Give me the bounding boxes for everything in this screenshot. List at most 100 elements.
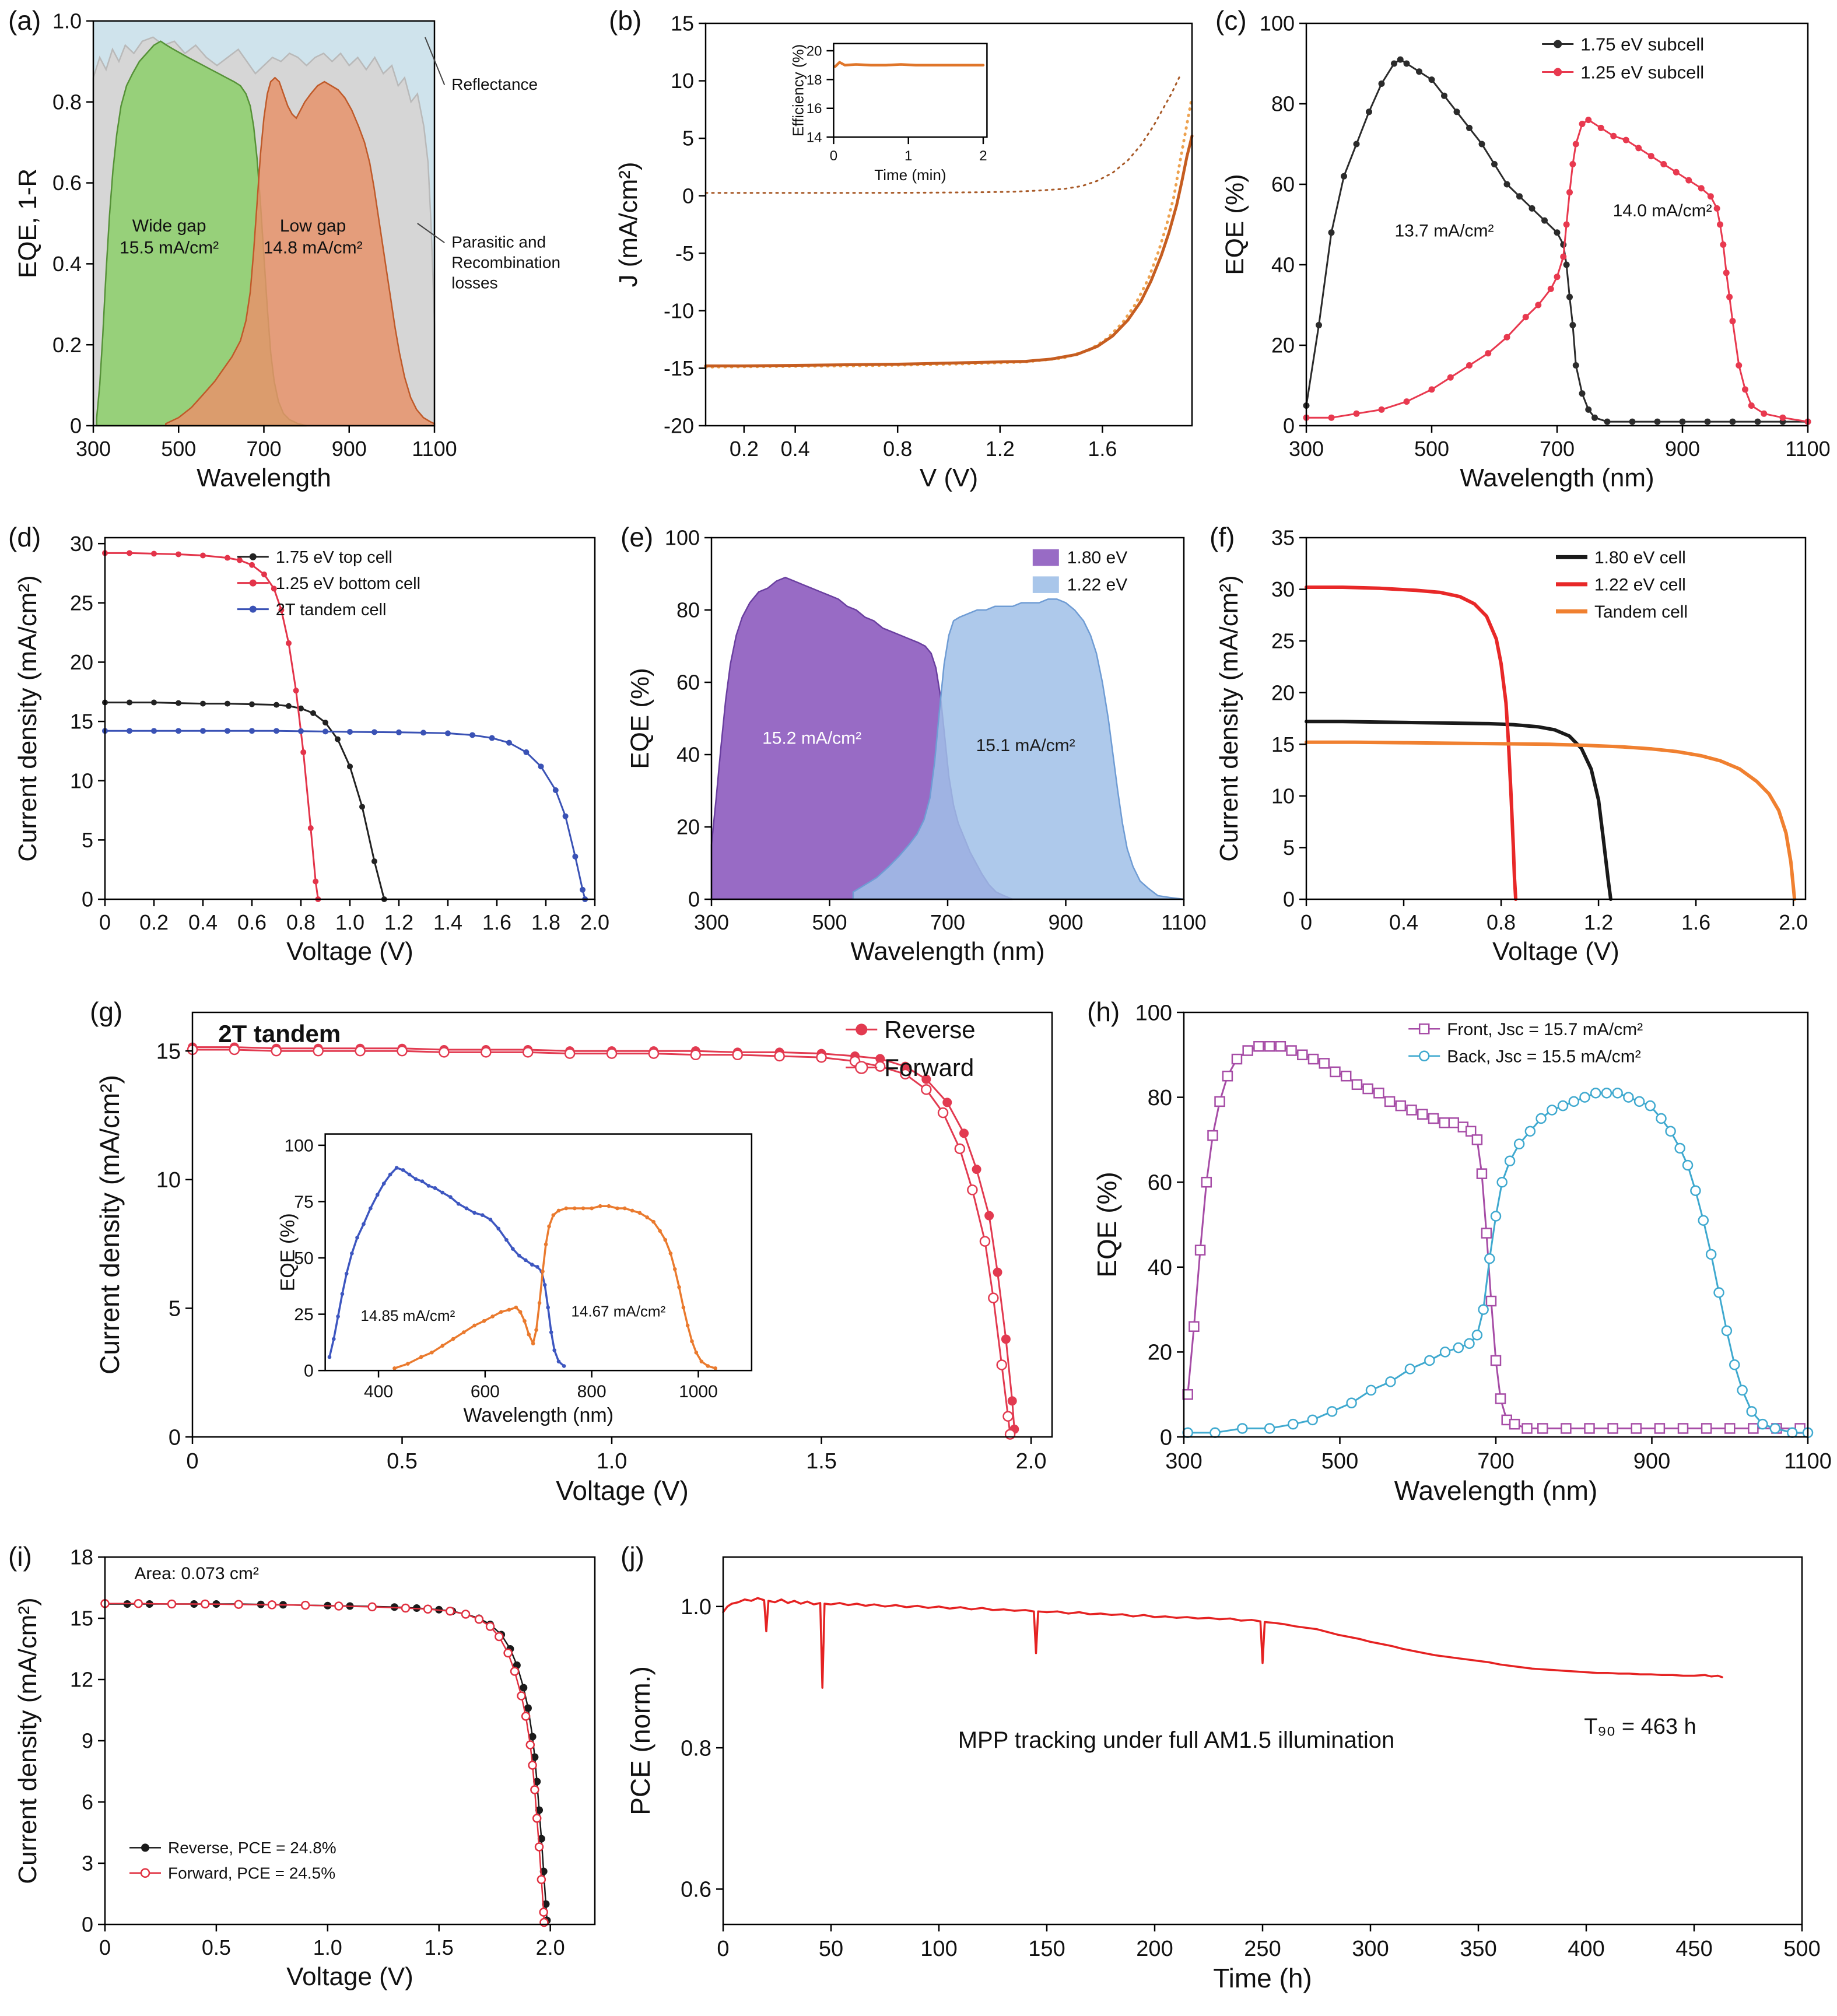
svg-text:Wavelength (nm): Wavelength (nm): [1394, 1475, 1598, 1506]
svg-text:1.2: 1.2: [384, 910, 413, 934]
svg-text:10: 10: [70, 769, 93, 793]
svg-text:V (V): V (V): [920, 464, 978, 492]
svg-text:Reflectance: Reflectance: [451, 75, 538, 93]
svg-text:50: 50: [819, 1937, 843, 1961]
svg-text:J (mA/cm²): J (mA/cm²): [614, 162, 643, 287]
svg-text:350: 350: [1460, 1937, 1496, 1961]
svg-text:EQE (%): EQE (%): [1221, 174, 1249, 275]
svg-text:1100: 1100: [1785, 437, 1830, 461]
svg-text:0: 0: [1283, 888, 1295, 911]
svg-text:9: 9: [82, 1729, 93, 1753]
svg-text:500: 500: [1783, 1937, 1820, 1961]
svg-text:Current density (mA/cm²): Current density (mA/cm²): [13, 1597, 42, 1884]
svg-text:500: 500: [1321, 1449, 1358, 1474]
svg-text:1.25 eV bottom cell: 1.25 eV bottom cell: [276, 574, 420, 593]
svg-text:1.22 eV: 1.22 eV: [1067, 575, 1127, 594]
svg-text:25: 25: [294, 1305, 313, 1324]
svg-text:16: 16: [807, 101, 822, 117]
svg-text:1.0: 1.0: [335, 910, 364, 934]
svg-text:Current density (mA/cm²): Current density (mA/cm²): [13, 575, 42, 861]
svg-text:100: 100: [1260, 12, 1295, 36]
svg-text:1.0: 1.0: [313, 1936, 342, 1959]
svg-text:40: 40: [1271, 253, 1295, 277]
svg-text:14.85 mA/cm²: 14.85 mA/cm²: [360, 1307, 455, 1324]
svg-text:1100: 1100: [1784, 1449, 1832, 1474]
svg-text:0.8: 0.8: [681, 1736, 711, 1761]
panel-h-chart: 300 500 700 900 1100 0 20 40 60 80 100 Wavelength (…: [1092, 1001, 1832, 1506]
panel-d-label: (d): [8, 522, 41, 552]
svg-text:400: 400: [1568, 1937, 1604, 1961]
svg-text:Forward, PCE = 24.5%: Forward, PCE = 24.5%: [168, 1864, 335, 1882]
svg-text:2.0: 2.0: [1016, 1449, 1047, 1474]
svg-text:20: 20: [1271, 681, 1295, 704]
panel-f: (f) 0 0.4 0.8 1.2 1.6 2.0 0 5 10 15 20 25 30 35 Voltag…: [1207, 520, 1831, 987]
svg-text:15: 15: [70, 710, 93, 734]
svg-text:15.1 mA/cm²: 15.1 mA/cm²: [976, 736, 1075, 755]
svg-text:2.0: 2.0: [580, 910, 609, 934]
panel-c-label: (c): [1215, 5, 1247, 36]
panel-c-chart: 300 500 700 900 1100 0 20 40 60 80 100 Wavelength (…: [1221, 12, 1831, 492]
svg-text:900: 900: [1633, 1449, 1670, 1474]
svg-text:0: 0: [99, 910, 111, 934]
panel-h-label: (h): [1087, 997, 1120, 1027]
svg-text:Voltage (V): Voltage (V): [556, 1475, 689, 1506]
panel-a: (a) 300 500 700 900 1100 0 0.2 0.4 0.6 0.8 1.0 Wave…: [6, 3, 589, 513]
svg-text:0.2: 0.2: [730, 437, 759, 461]
svg-text:1100: 1100: [1161, 910, 1206, 934]
svg-text:Time (min): Time (min): [874, 166, 946, 184]
svg-text:900: 900: [332, 437, 367, 461]
svg-text:-10: -10: [664, 299, 694, 322]
svg-text:100: 100: [285, 1136, 314, 1155]
svg-text:30: 30: [70, 532, 93, 556]
svg-text:100: 100: [665, 526, 700, 550]
svg-text:0.4: 0.4: [1389, 910, 1418, 934]
svg-text:MPP tracking under full AM1.5: MPP tracking under full AM1.5 illuminati…: [958, 1727, 1395, 1753]
svg-text:Efficiency (%): Efficiency (%): [789, 44, 807, 136]
panel-e-chart: 300 500 700 900 1100 0 20 40 60 80 100 Wavelength (…: [626, 526, 1207, 966]
svg-text:500: 500: [161, 437, 196, 461]
svg-text:Wavelength: Wavelength: [197, 464, 331, 492]
svg-text:1.2: 1.2: [986, 437, 1015, 461]
svg-text:80: 80: [1148, 1086, 1172, 1110]
panel-g-label: (g): [90, 997, 123, 1027]
svg-text:Wavelength (nm): Wavelength (nm): [1460, 464, 1654, 492]
svg-text:18: 18: [70, 1545, 93, 1569]
panel-f-chart: 0 0.4 0.8 1.2 1.6 2.0 0 5 10 15 20 25 30 35 Voltage (V…: [1215, 526, 1808, 966]
svg-text:700: 700: [246, 437, 281, 461]
svg-text:0.5: 0.5: [202, 1936, 231, 1959]
svg-text:100: 100: [1135, 1001, 1172, 1025]
panel-a-chart: 300 500 700 900 1100 0 0.2 0.4 0.6 0.8 1.0 Waveleng…: [13, 9, 560, 492]
svg-text:700: 700: [1477, 1449, 1514, 1474]
svg-text:Voltage (V): Voltage (V): [286, 1962, 413, 1991]
svg-text:0.8: 0.8: [52, 90, 82, 114]
svg-text:1.0: 1.0: [52, 9, 82, 33]
svg-text:1.8: 1.8: [531, 910, 560, 934]
svg-text:1.0: 1.0: [681, 1595, 711, 1619]
svg-text:0.4: 0.4: [52, 252, 82, 276]
svg-text:1.25 eV subcell: 1.25 eV subcell: [1580, 62, 1704, 82]
svg-text:40: 40: [1148, 1256, 1172, 1280]
panel-i-chart: 0 0.5 1.0 1.5 2.0 0 3 6 9 12 15 18 Voltage (V) Curren…: [13, 1545, 596, 1991]
svg-text:20: 20: [70, 650, 93, 674]
svg-text:1.80 eV: 1.80 eV: [1067, 548, 1127, 567]
svg-text:Voltage (V): Voltage (V): [286, 937, 413, 966]
svg-text:1.22 eV cell: 1.22 eV cell: [1594, 575, 1686, 594]
svg-text:2T tandem: 2T tandem: [218, 1020, 341, 1047]
svg-text:EQE (%): EQE (%): [1092, 1172, 1122, 1277]
svg-text:1.80 eV cell: 1.80 eV cell: [1594, 548, 1686, 567]
svg-text:0: 0: [82, 1913, 93, 1937]
svg-text:0: 0: [99, 1936, 111, 1959]
svg-text:300: 300: [1289, 437, 1324, 461]
svg-text:Reverse: Reverse: [884, 1016, 975, 1043]
svg-text:0: 0: [717, 1937, 729, 1961]
svg-text:10: 10: [671, 69, 694, 93]
svg-text:2: 2: [979, 148, 987, 164]
panel-e-label: (e): [620, 522, 654, 552]
svg-text:-20: -20: [664, 414, 694, 438]
panel-i-label: (i): [8, 1541, 32, 1572]
svg-text:1: 1: [905, 148, 912, 164]
